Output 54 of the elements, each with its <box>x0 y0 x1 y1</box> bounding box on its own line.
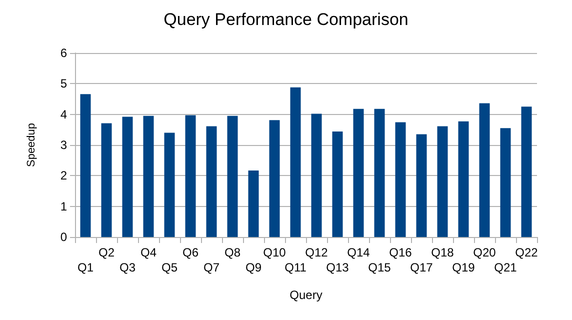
bar <box>311 114 322 237</box>
bar <box>521 106 532 237</box>
x-tick-label: Q10 <box>263 246 286 260</box>
x-tick-label: Q8 <box>224 246 241 260</box>
bar <box>374 108 385 237</box>
x-tick-label: Q5 <box>161 260 178 274</box>
bar <box>101 123 112 237</box>
bar <box>227 116 238 237</box>
x-axis-title: Query <box>290 288 322 302</box>
x-tick-label: Q3 <box>119 260 136 274</box>
bar <box>80 94 91 237</box>
x-tick-label: Q18 <box>431 246 454 260</box>
bar <box>437 126 448 237</box>
bar <box>269 120 280 237</box>
x-tick-label: Q6 <box>182 246 199 260</box>
x-tick-label: Q13 <box>326 260 350 274</box>
y-tick-label: 4 <box>60 107 68 122</box>
x-tick-label: Q9 <box>245 260 262 274</box>
x-tick-label: Q2 <box>98 246 115 260</box>
bar <box>353 108 364 237</box>
x-tick-label: Q1 <box>77 260 94 274</box>
x-tick-label: Q21 <box>494 260 518 274</box>
x-tick-label: Q15 <box>368 260 392 274</box>
bar <box>332 132 343 237</box>
y-tick-label: 5 <box>60 76 68 91</box>
y-tick-label: 2 <box>60 168 68 183</box>
bar <box>395 122 406 237</box>
x-tick-label: Q11 <box>284 260 307 274</box>
y-tick-label: 1 <box>60 199 68 214</box>
bar <box>206 126 217 237</box>
bar <box>185 115 196 237</box>
x-tick-label: Q7 <box>203 260 220 274</box>
bar <box>164 132 175 237</box>
x-tick-label: Q4 <box>140 246 157 260</box>
bar <box>500 128 511 237</box>
y-tick-label: 3 <box>60 138 68 152</box>
x-tick-label: Q17 <box>410 260 434 274</box>
x-tick-label: Q16 <box>389 246 412 260</box>
chart-title: Query Performance Comparison <box>164 10 408 29</box>
bar <box>143 116 154 237</box>
x-tick-label: Q12 <box>305 246 328 260</box>
bar <box>248 170 259 237</box>
x-tick-label: Q20 <box>473 246 496 260</box>
x-tick-label: Q22 <box>515 246 538 260</box>
y-tick-label: 0 <box>60 230 68 244</box>
bar <box>479 103 490 237</box>
bar <box>122 116 133 237</box>
x-tick-label: Q19 <box>452 260 476 274</box>
bar <box>416 134 427 237</box>
bar <box>290 87 301 237</box>
y-axis-title: Speedup <box>26 122 38 168</box>
bar <box>458 121 469 237</box>
x-tick-label: Q14 <box>347 246 370 260</box>
y-tick-label: 6 <box>60 46 68 60</box>
